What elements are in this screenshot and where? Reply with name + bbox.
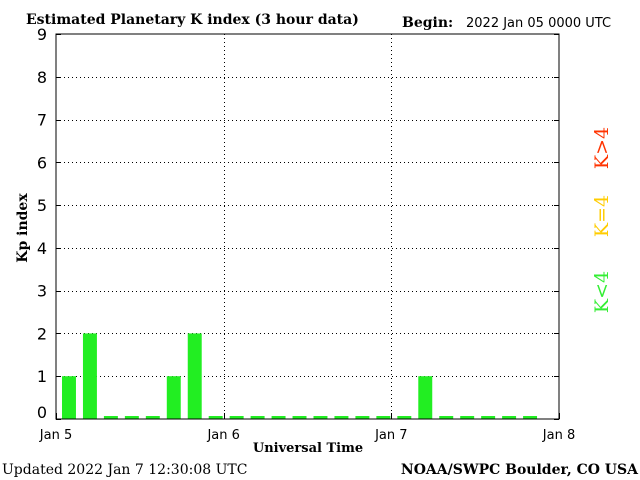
kp-bar-zero [334, 416, 349, 419]
begin-label: Begin: [402, 15, 453, 31]
plot-frame [55, 33, 560, 420]
legend-k-greater-4: K>4 [591, 127, 613, 169]
kp-bar [418, 376, 433, 419]
kp-bar-zero [208, 416, 223, 419]
kp-bar [187, 333, 202, 419]
y-tick-labels: 0 1 2 3 4 5 6 7 8 9 [37, 25, 47, 422]
kp-bar-zero [397, 416, 412, 419]
x-tick-label: Jan 8 [542, 428, 575, 443]
x-tick-label: Jan 5 [39, 428, 72, 443]
legend-k-less-4: K<4 [591, 271, 613, 313]
kp-bar-zero [502, 416, 517, 419]
y-tick-label: 2 [37, 324, 47, 343]
kp-bar-zero [145, 416, 160, 419]
kp-bar-zero [439, 416, 454, 419]
y-tick-label: 7 [37, 111, 47, 130]
x-tick-label: Jan 7 [374, 428, 407, 443]
bars [62, 333, 538, 419]
kp-bar-zero [250, 416, 265, 419]
kp-bar-zero [229, 416, 244, 419]
kp-bar-zero [124, 416, 139, 419]
grid [56, 34, 559, 419]
x-tick-label: Jan 6 [206, 428, 239, 443]
y-tick-label: 9 [37, 25, 47, 44]
chart-title: Estimated Planetary K index (3 hour data… [26, 12, 359, 28]
legend: K>4 K=4 K<4 [591, 127, 613, 313]
kp-bar-zero [271, 416, 286, 419]
y-tick-label: 8 [37, 68, 47, 87]
y-tick-label: 4 [37, 239, 47, 258]
kp-bar [62, 376, 76, 419]
begin-value: 2022 Jan 05 0000 UTC [466, 16, 611, 31]
x-tick-labels: Jan 5 Jan 6 Jan 7 Jan 8 [39, 428, 575, 443]
legend-k-equal-4: K=4 [591, 195, 613, 237]
kp-bar-zero [460, 416, 475, 419]
kp-bar-zero [376, 416, 391, 419]
y-axis-label: Kp index [15, 193, 31, 263]
y-tick-label: 5 [37, 196, 47, 215]
source-credit: NOAA/SWPC Boulder, CO USA [401, 462, 639, 478]
kp-bar-zero [481, 416, 496, 419]
updated-timestamp: Updated 2022 Jan 7 12:30:08 UTC [2, 462, 247, 478]
kp-bar-zero [313, 416, 328, 419]
kp-bar [166, 376, 181, 419]
kp-bar-zero [523, 416, 538, 419]
kp-bar [82, 333, 97, 419]
y-tick-label: 6 [37, 153, 47, 172]
y-tick-label: 0 [37, 403, 47, 422]
kp-bar-zero [292, 416, 307, 419]
x-axis-label: Universal Time [253, 441, 363, 456]
y-tick-label: 3 [37, 282, 47, 301]
kp-bar-zero [355, 416, 370, 419]
y-tick-label: 1 [37, 367, 47, 386]
kp-bar-zero [103, 416, 118, 419]
